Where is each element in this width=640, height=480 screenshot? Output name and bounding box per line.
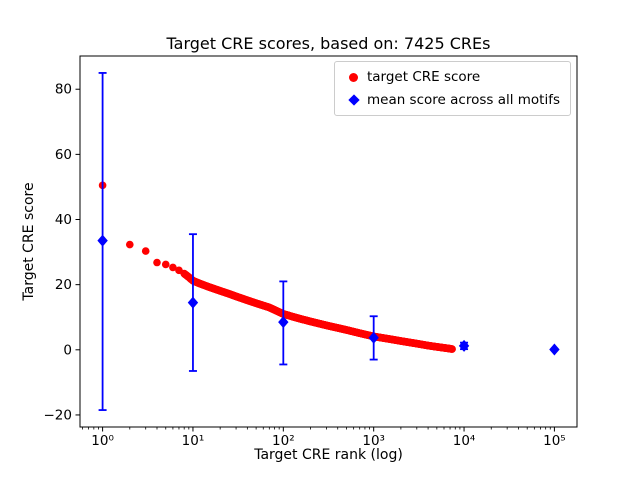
x-tick-label: 10¹ (182, 433, 205, 449)
legend-item: target CRE score (341, 69, 560, 85)
y-tick-label: −20 (44, 407, 73, 423)
mean-diamond-marker (97, 234, 108, 247)
legend-item: mean score across all motifs (341, 92, 560, 108)
legend-marker-cell (341, 72, 367, 82)
x-tick-label: 10² (272, 433, 295, 449)
legend-marker-cell (341, 94, 367, 106)
legend-item-label: target CRE score (366, 69, 481, 85)
y-axis: −20 0 20 40 60 80 (44, 82, 80, 423)
mean-diamond-marker (549, 343, 560, 356)
blue-errorbar-series (97, 72, 560, 411)
legend-marker-diamond-icon (348, 94, 360, 106)
x-axis: 10⁰ 10¹ 10² 10³ 10⁴ 10⁵ (82, 427, 566, 449)
x-tick-label: 10⁴ (453, 433, 476, 449)
mean-diamond-marker (458, 339, 470, 352)
y-tick-label: 0 (63, 342, 72, 358)
y-tick-label: 80 (55, 82, 72, 98)
x-tick-label: 10⁵ (543, 433, 566, 449)
legend-item-label: mean score across all motifs (366, 92, 560, 108)
x-tick-label: 10³ (362, 433, 385, 449)
mean-diamond-marker (278, 316, 289, 329)
x-tick-label: 10⁰ (91, 433, 114, 449)
y-tick-label: 20 (55, 277, 72, 293)
x-axis-label: Target CRE rank (log) (254, 447, 403, 463)
mean-diamond-marker (187, 296, 199, 309)
legend-marker-circle-icon (349, 72, 359, 82)
y-tick-label: 40 (55, 212, 72, 228)
chart-title: Target CRE scores, based on: 7425 CREs (166, 34, 491, 53)
legend: target CRE score mean score across all m… (333, 61, 571, 116)
mean-diamond-marker (368, 331, 379, 344)
y-axis-label: Target CRE score (21, 182, 37, 301)
y-tick-label: 60 (55, 147, 72, 163)
